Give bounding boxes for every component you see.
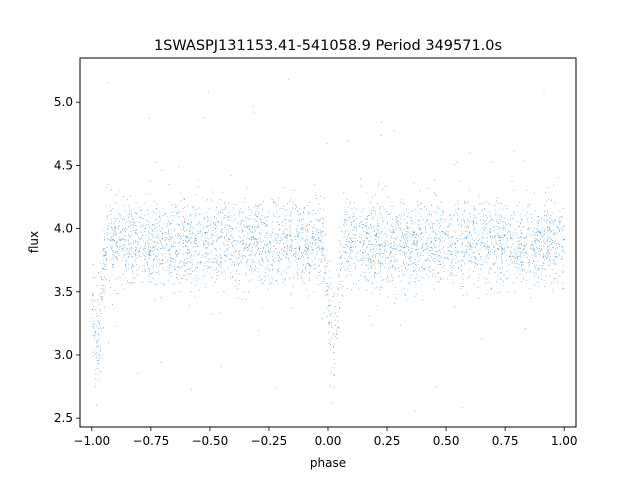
y-tick-label: 3.5 (54, 285, 73, 299)
y-tick-label: 4.0 (54, 222, 73, 236)
x-tick-label: 0.25 (374, 434, 401, 448)
x-tick-label: −0.75 (132, 434, 169, 448)
y-tick-label: 3.0 (54, 348, 73, 362)
chart-title: 1SWASPJ131153.41-541058.9 Period 349571.… (154, 38, 502, 54)
y-axis-label: flux (27, 231, 41, 253)
x-tick-label: 0.50 (433, 434, 460, 448)
x-tick-label: 1.00 (551, 434, 578, 448)
x-tick-label: −1.00 (73, 434, 110, 448)
x-tick-label: 0.75 (492, 434, 519, 448)
x-tick-label: −0.25 (251, 434, 288, 448)
y-tick-label: 5.0 (54, 95, 73, 109)
axes: −1.00 −0.75 −0.50 −0.25 0.00 0.25 0.50 0.75 1.00… (54, 57, 578, 448)
x-tick-label: 0.00 (315, 434, 342, 448)
data-points (91, 79, 565, 412)
y-tick-label: 4.5 (54, 158, 73, 172)
x-axis-label: phase (310, 456, 346, 470)
y-tick-label: 2.5 (54, 411, 73, 425)
scatter-points (91, 79, 565, 412)
x-tick-label: −0.50 (192, 434, 229, 448)
